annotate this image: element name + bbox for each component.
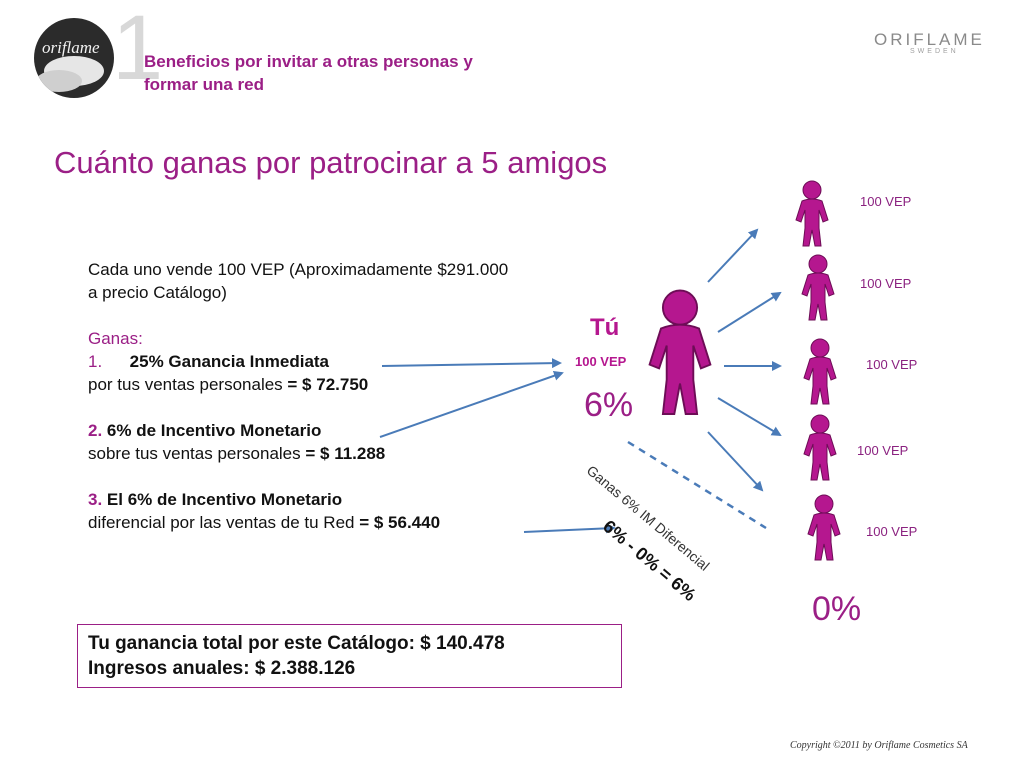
item2-text: sobre tus ventas personales xyxy=(88,444,306,463)
item1-detail: por tus ventas personales = $ 72.750 xyxy=(88,373,588,396)
friend-4-vep: 100 VEP xyxy=(857,443,909,458)
item2-heading: 2. 6% de Incentivo Monetario xyxy=(88,419,588,442)
item3-value: = $ 56.440 xyxy=(359,513,441,532)
arrow-item1 xyxy=(381,358,562,369)
differential-dashed-line xyxy=(627,440,767,530)
total-catalog: Tu ganancia total por este Catálogo: $ 1… xyxy=(88,633,505,654)
item1-heading: 1. 25% Ganancia Inmediata xyxy=(88,350,588,373)
section-title-line1: Beneficios por invitar a otras personas … xyxy=(144,52,473,71)
item1-text: por tus ventas personales xyxy=(88,375,288,394)
totals-box: Tu ganancia total por este Catálogo: $ 1… xyxy=(77,624,622,688)
arrow-friend-4 xyxy=(717,397,782,437)
friend-3-vep: 100 VEP xyxy=(866,357,918,372)
item1-title: 25% Ganancia Inmediata xyxy=(129,352,330,371)
you-person-icon xyxy=(648,289,712,415)
logo-image-decoration-2 xyxy=(36,70,82,92)
item3-number: 3. xyxy=(88,490,103,509)
item2-detail: sobre tus ventas personales = $ 11.288 xyxy=(88,442,588,465)
friend-2-vep: 100 VEP xyxy=(860,276,912,291)
friends-percent: 0% xyxy=(812,590,862,628)
section-title: Beneficios por invitar a otras personas … xyxy=(144,50,564,96)
arrow-item3 xyxy=(523,523,616,534)
item3-title: El 6% de Incentivo Monetario xyxy=(106,490,343,509)
item3-heading: 3. El 6% de Incentivo Monetario xyxy=(88,488,588,511)
item3-text: diferencial por las ventas de tu Red xyxy=(88,513,360,532)
page-title: Cuánto ganas por patrocinar a 5 amigos xyxy=(54,145,608,180)
you-percent: 6% xyxy=(584,386,634,424)
friend-3-person-icon xyxy=(803,338,837,405)
item2-title: 6% de Incentivo Monetario xyxy=(106,421,322,440)
you-label: Tú xyxy=(590,314,620,341)
friend-5-vep: 100 VEP xyxy=(866,524,918,539)
brand-subtitle: SWEDEN xyxy=(910,48,959,55)
slide-number: 1 xyxy=(112,0,164,99)
oriflame-logo-badge: oriflame xyxy=(34,18,114,98)
item3-detail: diferencial por las ventas de tu Red = $… xyxy=(88,511,588,534)
earnings-explanation: Cada uno vende 100 VEP (Aproximadamente … xyxy=(88,258,588,534)
arrow-friend-1 xyxy=(707,228,759,283)
brand-wordmark: ORIFLAME xyxy=(874,30,985,49)
item1-number: 1. xyxy=(88,352,103,371)
ganas-heading: Ganas: xyxy=(88,329,143,348)
item1-value: = $ 72.750 xyxy=(287,375,369,394)
section-title-line2: formar una red xyxy=(144,75,264,94)
friend-1-vep: 100 VEP xyxy=(860,194,912,209)
item2-number: 2. xyxy=(88,421,103,440)
intro-line1: Cada uno vende 100 VEP (Aproximadamente … xyxy=(88,260,509,279)
logo-text: oriflame xyxy=(42,38,100,57)
item2-value: = $ 11.288 xyxy=(305,444,386,463)
you-vep-label: 100 VEP xyxy=(575,354,627,369)
total-annual: Ingresos anuales: $ 2.388.126 xyxy=(88,658,356,679)
intro-line2: a precio Catálogo) xyxy=(88,283,227,302)
friend-5-person-icon xyxy=(807,494,841,561)
arrow-friend-5 xyxy=(707,431,764,492)
arrow-item2 xyxy=(379,370,564,438)
copyright: Copyright ©2011 by Oriflame Cosmetics SA xyxy=(790,740,968,751)
friend-4-person-icon xyxy=(803,414,837,481)
friend-1-person-icon xyxy=(795,180,829,247)
arrow-friend-2 xyxy=(717,291,782,333)
friend-2-person-icon xyxy=(801,254,835,321)
